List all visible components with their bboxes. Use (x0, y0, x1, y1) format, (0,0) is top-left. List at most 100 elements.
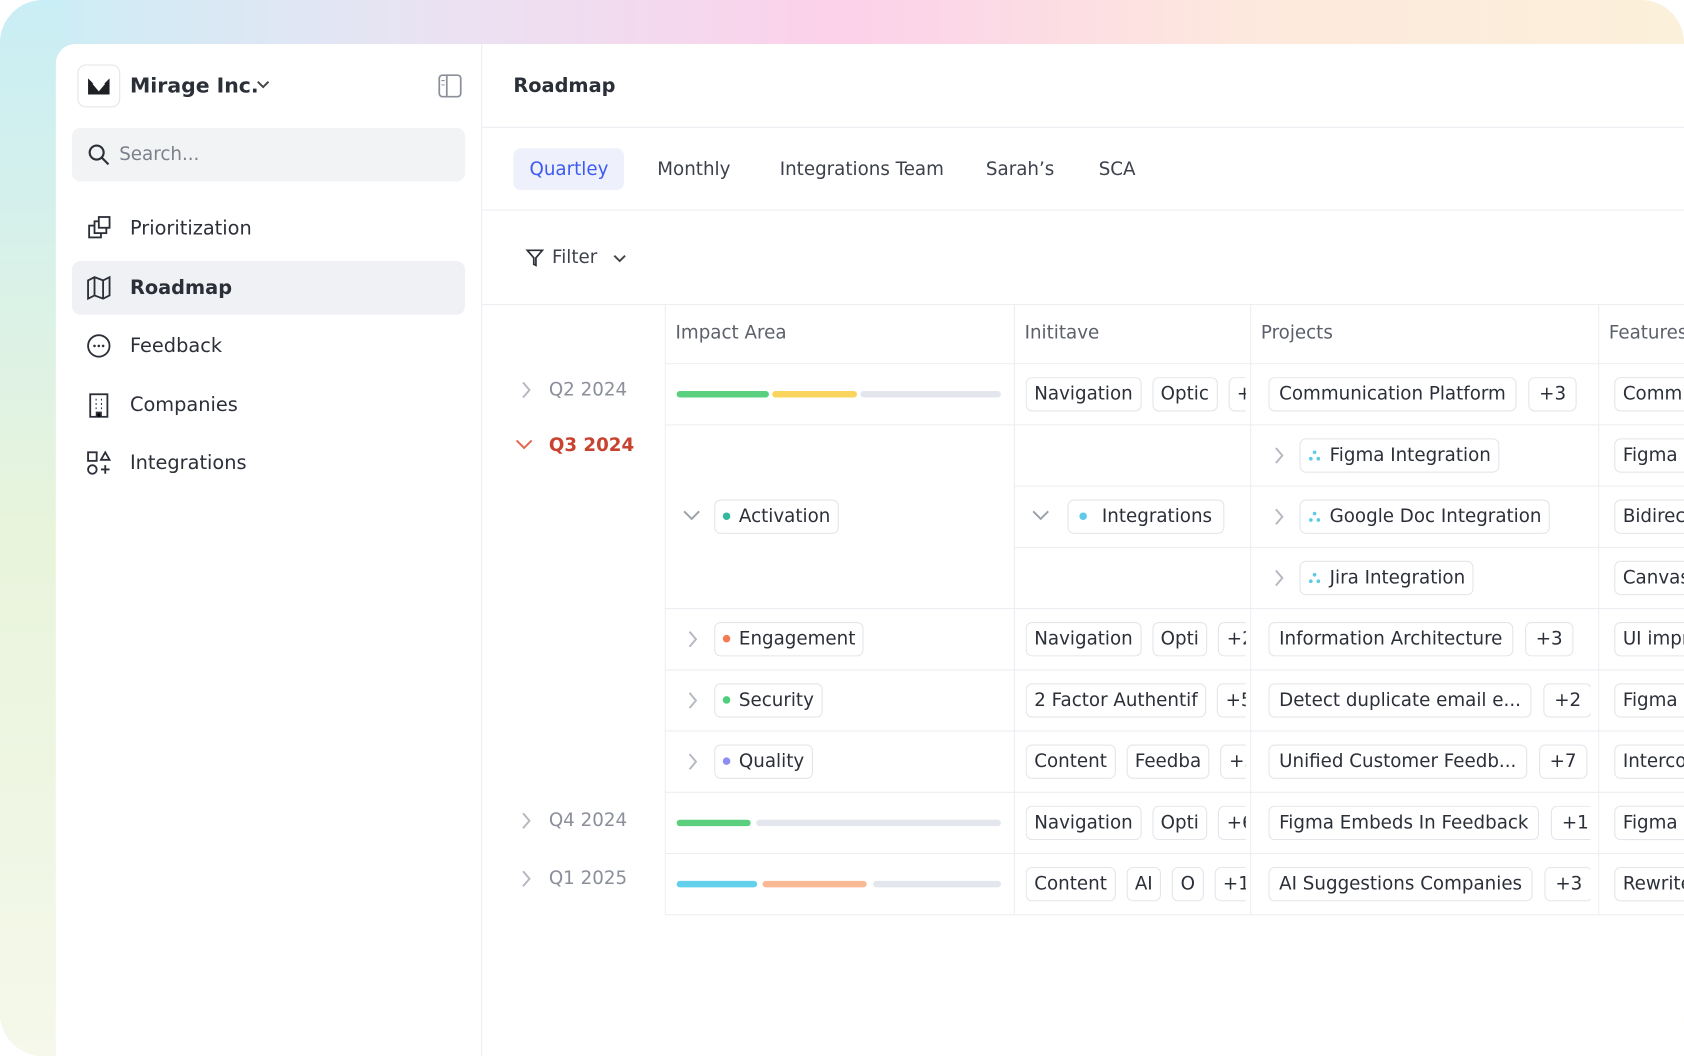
nav-item[interactable]: Prioritization (72, 202, 465, 256)
initiative-chip[interactable]: Opti (1152, 621, 1208, 656)
initiative-chip[interactable]: Navigation (1025, 376, 1142, 411)
workspace-chevron[interactable] (256, 79, 271, 90)
chip-label: Comm (1622, 382, 1683, 405)
expand-toggle[interactable] (685, 629, 704, 648)
feature-chip[interactable]: Canvas (1614, 560, 1684, 595)
tab[interactable]: SCA (1098, 158, 1136, 180)
chip-label: +7 (1549, 750, 1577, 772)
collapse-toggle[interactable] (514, 436, 533, 455)
nav-item[interactable]: Integrations (72, 436, 465, 490)
chip-label: Information Architecture (1279, 627, 1503, 650)
workspace-name[interactable]: Mirage Inc. (129, 74, 259, 98)
project-chip[interactable]: Figma Embeds In Feedback (1268, 805, 1540, 840)
expand-toggle[interactable] (1272, 445, 1287, 464)
tab[interactable]: Quartley (513, 148, 625, 191)
project-chip[interactable]: Google Doc Integration (1299, 499, 1551, 534)
expand-toggle[interactable] (682, 507, 701, 526)
project-chip[interactable]: Detect duplicate email e... (1268, 682, 1532, 718)
quarter-label[interactable]: Q2 2024 (548, 379, 628, 401)
feature-chip[interactable]: Interco (1614, 743, 1684, 779)
feature-chip[interactable]: Figma I (1614, 682, 1684, 718)
expand-toggle-svg (1275, 446, 1284, 464)
quarter-label[interactable]: Q1 2025 (548, 868, 628, 890)
project-chip[interactable]: +1 (1551, 805, 1591, 840)
quarter-label[interactable]: Q4 2024 (548, 810, 628, 832)
initiative-chip[interactable]: +5 (1216, 682, 1246, 718)
chip-label: +10 (1222, 872, 1246, 895)
feature-chip[interactable]: Figma I (1614, 805, 1684, 840)
expand-toggle-svg (522, 381, 531, 399)
progress-segment (676, 390, 769, 397)
progress-segment (860, 390, 1001, 397)
impact-area-chip[interactable]: Engagement (714, 621, 864, 656)
project-chip[interactable]: +3 (1544, 866, 1591, 901)
tab[interactable]: Integrations Team (779, 158, 944, 180)
project-chip[interactable]: Figma Integration (1299, 437, 1500, 473)
expand-toggle[interactable] (685, 751, 704, 770)
impact-area-chip[interactable]: Quality (714, 743, 813, 779)
expand-toggle[interactable] (519, 811, 538, 830)
project-chip[interactable]: +7 (1538, 743, 1588, 779)
initiative-chip[interactable]: 2 Factor Authentif (1025, 682, 1207, 718)
initiative-chip[interactable]: +6 (1218, 805, 1246, 840)
chip-label: Figma I (1622, 811, 1684, 834)
project-chip[interactable]: Jira Integration (1299, 560, 1474, 595)
status-dot (722, 634, 731, 643)
project-chip[interactable]: Information Architecture (1268, 621, 1514, 656)
project-chip[interactable]: AI Suggestions Companies (1268, 866, 1533, 901)
impact-area-chip[interactable]: Security (714, 682, 823, 718)
project-chip[interactable]: +2 (1543, 682, 1591, 718)
expand-toggle[interactable] (1031, 507, 1050, 526)
collapse-sidebar[interactable] (437, 73, 463, 99)
grid-line (664, 852, 1684, 855)
initiative-chip[interactable]: AI (1126, 866, 1162, 901)
nav-label: Feedback (129, 334, 223, 358)
initiative-list: Content AI O +10 (1025, 866, 1246, 901)
feature-chip[interactable]: Rewrite (1614, 866, 1684, 901)
search-box[interactable]: Search... (71, 127, 466, 182)
initiative-chip[interactable]: O (1172, 866, 1204, 901)
initiative-chip[interactable]: +3 (1220, 743, 1246, 779)
project-chip[interactable]: Communication Platform (1268, 376, 1517, 411)
feature-chip[interactable]: Figma I (1614, 437, 1684, 473)
initiative-chip[interactable]: +10 (1214, 866, 1246, 901)
quarter-label[interactable]: Q3 2024 (548, 435, 635, 457)
feature-chip[interactable]: Bidirec (1614, 499, 1684, 534)
expand-toggle[interactable] (519, 869, 538, 888)
chip-label: +6 (1226, 811, 1246, 834)
nav-item[interactable]: Companies (72, 378, 465, 432)
project-chip[interactable]: Unified Customer Feedb... (1268, 743, 1528, 779)
nav-item[interactable]: Feedback (72, 319, 465, 373)
project-chip[interactable]: +3 (1524, 621, 1574, 656)
expand-toggle[interactable] (1272, 507, 1287, 526)
tab[interactable]: Sarah’s (985, 158, 1055, 180)
initiative-chip[interactable]: Optic (1152, 376, 1218, 411)
initiative-chip[interactable]: Content (1025, 743, 1116, 779)
expand-toggle[interactable] (1272, 568, 1287, 587)
expand-toggle[interactable] (519, 380, 538, 399)
feature-chip[interactable]: UI impr (1614, 621, 1684, 656)
initiative-chip[interactable]: Navigation (1025, 805, 1142, 840)
progress-segment (676, 819, 751, 826)
tab[interactable]: Monthly (657, 158, 731, 180)
grid-line (664, 791, 1684, 793)
project-icon (1308, 510, 1321, 523)
feature-chip[interactable]: Comm (1614, 376, 1684, 411)
expand-toggle[interactable] (685, 690, 704, 709)
initiative-chip[interactable]: Integrations (1067, 499, 1224, 534)
filter-button[interactable]: Filter (522, 242, 632, 274)
chip-label: Rewrite (1622, 872, 1684, 895)
initiative-chip[interactable]: +3 (1228, 376, 1246, 411)
project-chip[interactable]: +3 (1528, 376, 1577, 411)
nav-label: Prioritization (129, 217, 252, 241)
initiative-chip[interactable]: +2 (1218, 621, 1246, 656)
initiative-chip[interactable]: Opti (1152, 805, 1208, 840)
initiative-chip[interactable]: Feedba (1126, 743, 1210, 779)
impact-area-chip[interactable]: Activation (714, 499, 839, 534)
initiative-chip[interactable]: Content (1025, 866, 1116, 901)
nav-item[interactable]: Roadmap (71, 260, 466, 315)
logo[interactable] (77, 64, 121, 108)
initiative-chip[interactable]: Navigation (1025, 621, 1142, 656)
chip-label: Figma I (1622, 689, 1684, 711)
